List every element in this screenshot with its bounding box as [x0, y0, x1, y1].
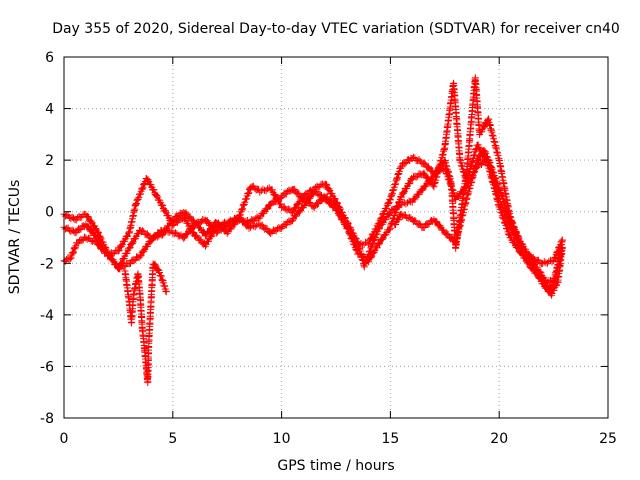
y-tick-label: -2 — [40, 256, 54, 272]
data-points — [60, 74, 566, 387]
series-track-c — [60, 74, 566, 296]
series-track-e — [391, 147, 566, 299]
x-tick-label: 25 — [599, 431, 617, 447]
series-track-d — [121, 260, 170, 387]
y-tick-label: 0 — [45, 205, 54, 221]
x-tick-label: 5 — [168, 431, 177, 447]
chart-title: Day 355 of 2020, Sidereal Day-to-day VTE… — [52, 21, 620, 37]
axis-ticks: 0 5 10 15 20 25 -8 -6 -4 -2 0 2 4 6 — [40, 50, 617, 447]
series-markers — [121, 260, 170, 387]
x-tick-label: 10 — [273, 431, 291, 447]
y-tick-label: 6 — [45, 50, 54, 66]
y-axis-label: SDTVAR / TECUs — [7, 180, 23, 295]
x-tick-label: 20 — [490, 431, 508, 447]
x-axis-label: GPS time / hours — [277, 458, 394, 474]
series-track-b — [60, 79, 566, 286]
x-tick-label: 15 — [381, 431, 399, 447]
y-tick-label: -4 — [40, 308, 54, 324]
x-tick-label: 0 — [60, 431, 69, 447]
y-tick-label: -6 — [40, 359, 54, 375]
y-tick-label: 4 — [45, 102, 54, 118]
plot-frame — [63, 56, 609, 419]
series-markers — [60, 79, 566, 286]
series-markers — [391, 147, 566, 299]
series-markers — [60, 74, 566, 296]
y-tick-label: -8 — [40, 411, 54, 427]
y-tick-label: 2 — [45, 153, 54, 169]
